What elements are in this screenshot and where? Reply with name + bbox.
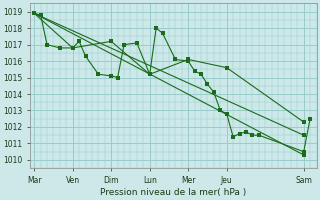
- X-axis label: Pression niveau de la mer( hPa ): Pression niveau de la mer( hPa ): [100, 188, 247, 197]
